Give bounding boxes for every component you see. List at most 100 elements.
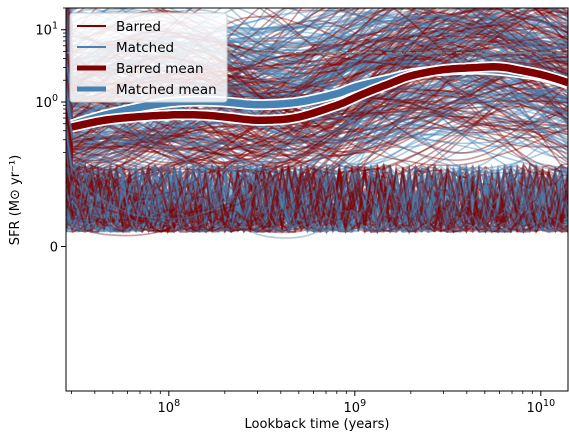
matched-track-line bbox=[66, 90, 568, 163]
matched-track-line bbox=[66, 48, 568, 128]
barred-track-line bbox=[66, 164, 568, 233]
barred-track-line bbox=[66, 8, 568, 164]
barred-track-line bbox=[66, 19, 568, 170]
matched-track-line bbox=[66, 164, 568, 235]
matched-track-line bbox=[66, 164, 568, 233]
matched-track-line bbox=[66, 163, 568, 234]
barred-track-line bbox=[66, 162, 568, 233]
barred-track-line bbox=[66, 89, 568, 198]
matched-track-line bbox=[66, 41, 568, 186]
legend-label: Barred mean bbox=[116, 61, 204, 77]
barred-track-line bbox=[66, 163, 568, 233]
barred-track-line bbox=[66, 8, 568, 162]
barred-track-line bbox=[66, 165, 568, 233]
barred-track-line bbox=[66, 36, 568, 206]
barred-track-line bbox=[66, 163, 568, 235]
matched-track-line bbox=[66, 162, 568, 234]
barred-track-line bbox=[66, 38, 568, 164]
barred-track-line bbox=[66, 167, 568, 235]
barred-track-line bbox=[66, 163, 568, 233]
barred-track-line bbox=[66, 8, 568, 135]
barred-track-line bbox=[66, 107, 568, 167]
barred-track-line bbox=[66, 163, 568, 233]
matched-track-line bbox=[66, 163, 568, 233]
matched-track-line bbox=[66, 99, 568, 196]
barred-track-line bbox=[66, 164, 568, 234]
barred-track-line bbox=[66, 164, 568, 234]
matched-track-line bbox=[66, 164, 568, 234]
matched-track-line bbox=[66, 164, 568, 235]
matched-track-line bbox=[66, 66, 568, 230]
barred-track-line bbox=[66, 165, 568, 235]
barred-track-line bbox=[66, 162, 568, 233]
barred-track-line bbox=[66, 40, 568, 231]
barred-track-line bbox=[66, 110, 568, 181]
matched-track-line bbox=[66, 164, 568, 234]
barred-track-line bbox=[66, 166, 568, 235]
matched-track-line bbox=[66, 163, 568, 233]
matched-track-line bbox=[66, 49, 568, 204]
matched-track-line bbox=[66, 163, 568, 233]
barred-track-line bbox=[66, 8, 493, 192]
barred-track-line bbox=[66, 92, 568, 212]
matched-track-line bbox=[66, 8, 568, 77]
barred-track-line bbox=[66, 49, 568, 205]
matched-track-line bbox=[66, 162, 568, 233]
matched-track-line bbox=[66, 164, 568, 234]
y-axis-label: SFR (M⊙ yr⁻¹) bbox=[8, 155, 23, 245]
matched-track-line bbox=[66, 164, 568, 233]
barred-track-line bbox=[66, 163, 568, 234]
barred-track-line bbox=[66, 8, 568, 139]
barred-track-line bbox=[66, 86, 568, 224]
barred-track-line bbox=[67, 8, 539, 64]
barred-track-line bbox=[66, 107, 568, 237]
matched-track-line bbox=[66, 40, 568, 171]
plot-frame bbox=[65, 7, 569, 392]
barred-track-line bbox=[66, 8, 568, 221]
barred-track-line bbox=[66, 94, 568, 175]
matched-track-line bbox=[66, 161, 568, 235]
barred-track-line bbox=[66, 165, 568, 234]
barred-track-line bbox=[66, 163, 568, 233]
matched-track-line bbox=[66, 37, 568, 169]
matched-track-line bbox=[66, 166, 568, 233]
matched-track-line bbox=[66, 101, 568, 151]
matched-track-line bbox=[66, 165, 568, 234]
matched-track-line bbox=[66, 164, 568, 234]
matched-track-line bbox=[66, 162, 568, 233]
matched-track-line bbox=[66, 165, 568, 234]
matched-track-line bbox=[66, 162, 568, 233]
barred-track-line bbox=[66, 8, 367, 150]
barred-track-line bbox=[66, 163, 568, 235]
matched-track-line bbox=[66, 163, 568, 233]
matched-track-line bbox=[66, 84, 568, 233]
matched-track-line bbox=[66, 163, 568, 234]
matched-track-line bbox=[66, 90, 568, 197]
barred-track-line bbox=[66, 165, 568, 235]
matched-track-line bbox=[66, 8, 568, 138]
matched-track-line bbox=[66, 47, 568, 177]
matched-track-line bbox=[66, 167, 568, 233]
y-tick-label: 100 bbox=[35, 93, 58, 111]
barred-track-line bbox=[282, 8, 568, 67]
legend-frame bbox=[69, 12, 228, 103]
barred-track-line bbox=[66, 162, 568, 235]
legend-label: Matched bbox=[116, 40, 174, 56]
matched-track-line bbox=[66, 56, 568, 187]
matched-track-line bbox=[66, 165, 568, 234]
barred-track-line bbox=[66, 164, 568, 234]
barred-track-line bbox=[66, 22, 568, 190]
matched-track-line bbox=[66, 91, 568, 168]
matched-track-line bbox=[66, 165, 568, 234]
matched-track-line bbox=[66, 163, 568, 233]
barred-track-line bbox=[66, 165, 568, 234]
barred-track-line bbox=[66, 166, 568, 233]
matched-track-line bbox=[66, 73, 568, 165]
matched-track-line bbox=[66, 164, 568, 233]
matched-track-line bbox=[66, 76, 568, 188]
matched-track-line bbox=[66, 41, 568, 207]
barred-track-line bbox=[66, 165, 568, 233]
matched-track-line bbox=[66, 36, 568, 217]
barred-track-line bbox=[66, 72, 568, 199]
